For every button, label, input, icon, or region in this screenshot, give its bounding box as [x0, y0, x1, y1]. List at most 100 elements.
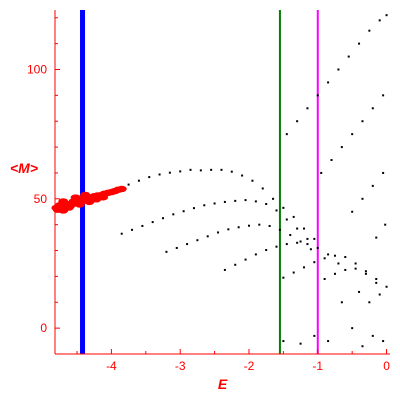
data-point [292, 271, 295, 274]
data-point [179, 170, 182, 173]
data-point [306, 237, 309, 240]
data-point [254, 200, 257, 203]
data-point [299, 240, 302, 243]
data-point [175, 246, 178, 249]
data-point [189, 168, 192, 171]
data-point [364, 270, 367, 273]
data-point [364, 272, 367, 275]
data-point [268, 224, 271, 227]
data-point [282, 206, 285, 209]
data-point [230, 170, 233, 173]
data-point [320, 171, 323, 174]
data-point [344, 256, 347, 259]
data-point [275, 245, 278, 248]
data-point [272, 197, 275, 200]
data-point [303, 227, 306, 230]
data-point [316, 94, 319, 97]
data-point [371, 334, 374, 337]
data-point [306, 243, 309, 246]
x-tick-label: -1 [312, 359, 323, 373]
data-point [241, 174, 244, 177]
data-point [223, 200, 226, 203]
data-point [234, 199, 237, 202]
data-point [148, 176, 151, 179]
data-point [244, 199, 247, 202]
data-point [172, 213, 175, 216]
data-point [203, 204, 206, 207]
data-point [354, 262, 357, 265]
data-point [340, 301, 343, 304]
x-tick-label: -4 [106, 359, 117, 373]
data-point [361, 197, 364, 200]
data-point [161, 217, 164, 220]
data-point [296, 120, 299, 123]
data-point [361, 120, 364, 123]
data-point [296, 227, 299, 230]
data-point [384, 223, 387, 226]
data-point [137, 179, 140, 182]
y-tick-label: 0 [40, 321, 47, 335]
data-point [58, 207, 69, 214]
axes: -4 -3 -2 -1 0 0 50 100 [27, 10, 390, 373]
y-axis-label: <M> [10, 160, 38, 176]
data-point [182, 210, 185, 213]
data-point [234, 263, 237, 266]
data-point [351, 327, 354, 330]
data-point [247, 224, 250, 227]
y-tick-label: 50 [34, 192, 48, 206]
x-tick-label: -2 [244, 359, 255, 373]
data-point [285, 218, 288, 221]
data-point [375, 277, 378, 280]
data-point [327, 81, 330, 84]
data-point [74, 201, 85, 208]
data-points [51, 14, 388, 348]
data-point [210, 168, 213, 171]
data-point [206, 235, 209, 238]
y-tick-label: 100 [27, 62, 47, 76]
data-point [151, 221, 154, 224]
data-point [58, 198, 69, 205]
data-point [333, 254, 336, 257]
data-point [354, 267, 357, 270]
data-point [385, 14, 388, 17]
data-point [375, 281, 378, 284]
data-point [196, 239, 199, 242]
data-point [292, 215, 295, 218]
data-point [361, 345, 364, 348]
data-point [70, 194, 81, 201]
data-point [368, 301, 371, 304]
data-point [98, 194, 109, 201]
data-point [282, 276, 285, 279]
data-point [351, 133, 354, 136]
data-point [275, 209, 278, 212]
data-point [323, 257, 326, 260]
data-point [158, 173, 161, 176]
data-point [192, 207, 195, 210]
data-point [368, 29, 371, 32]
data-point [285, 133, 288, 136]
vertical-lines [80, 10, 319, 354]
data-point [371, 184, 374, 187]
x-tick-label: 0 [383, 359, 390, 373]
data-point [296, 241, 299, 244]
data-point [213, 202, 216, 205]
data-point [309, 248, 312, 251]
data-point [165, 250, 168, 253]
data-point [378, 293, 381, 296]
data-point [313, 334, 316, 337]
data-point [120, 232, 123, 235]
data-point [244, 258, 247, 261]
data-point [220, 168, 223, 171]
data-point [306, 107, 309, 110]
data-point [127, 183, 130, 186]
data-point [378, 19, 381, 22]
data-point [327, 253, 330, 256]
data-point [285, 243, 288, 246]
data-point [282, 340, 285, 343]
data-point [254, 253, 257, 256]
data-point [278, 228, 281, 231]
data-point [199, 169, 202, 172]
data-point [351, 210, 354, 213]
data-point [261, 187, 264, 190]
